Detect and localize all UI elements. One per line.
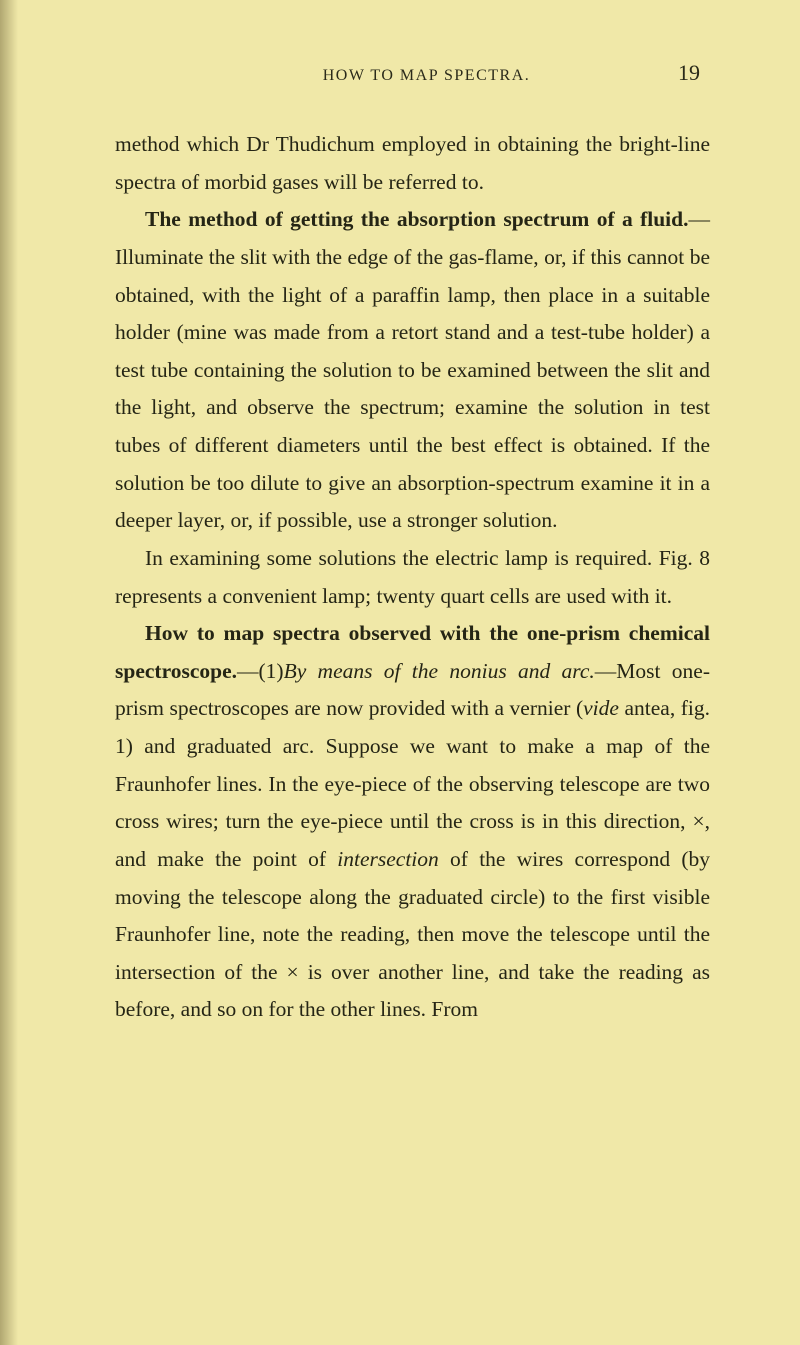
- page-header: HOW TO MAP SPECTRA. 19: [115, 60, 710, 86]
- paragraph-1: method which Dr Thudichum employed in ob…: [115, 126, 710, 201]
- p4-italic-1: By means of the nonius and arc.: [284, 659, 595, 683]
- p4-text-3: antea, fig. 1) and graduated arc. Suppos…: [115, 696, 710, 871]
- p4-text-1: —(1): [237, 659, 284, 683]
- page-number: 19: [678, 60, 700, 86]
- p1-text: method which Dr Thudichum employed in ob…: [115, 132, 710, 194]
- p2-text: —Illuminate the slit with the edge of th…: [115, 207, 710, 532]
- paragraph-4: How to map spectra observed with the one…: [115, 615, 710, 1029]
- p4-italic-2: vide: [583, 696, 619, 720]
- paragraph-2: The method of getting the absorption spe…: [115, 201, 710, 540]
- document-page: HOW TO MAP SPECTRA. 19 method which Dr T…: [0, 0, 800, 1079]
- p4-italic-3: intersection: [337, 847, 439, 871]
- p4-text-4: of the wires correspond (by moving the t…: [115, 847, 710, 1022]
- p2-bold-heading: The method of getting the absorption spe…: [145, 207, 689, 231]
- body-text: method which Dr Thudichum employed in ob…: [115, 126, 710, 1029]
- header-title: HOW TO MAP SPECTRA.: [125, 67, 678, 85]
- p3-text: In examining some solutions the electric…: [115, 546, 710, 608]
- paragraph-3: In examining some solutions the electric…: [115, 540, 710, 615]
- page-shadow: [0, 0, 18, 1345]
